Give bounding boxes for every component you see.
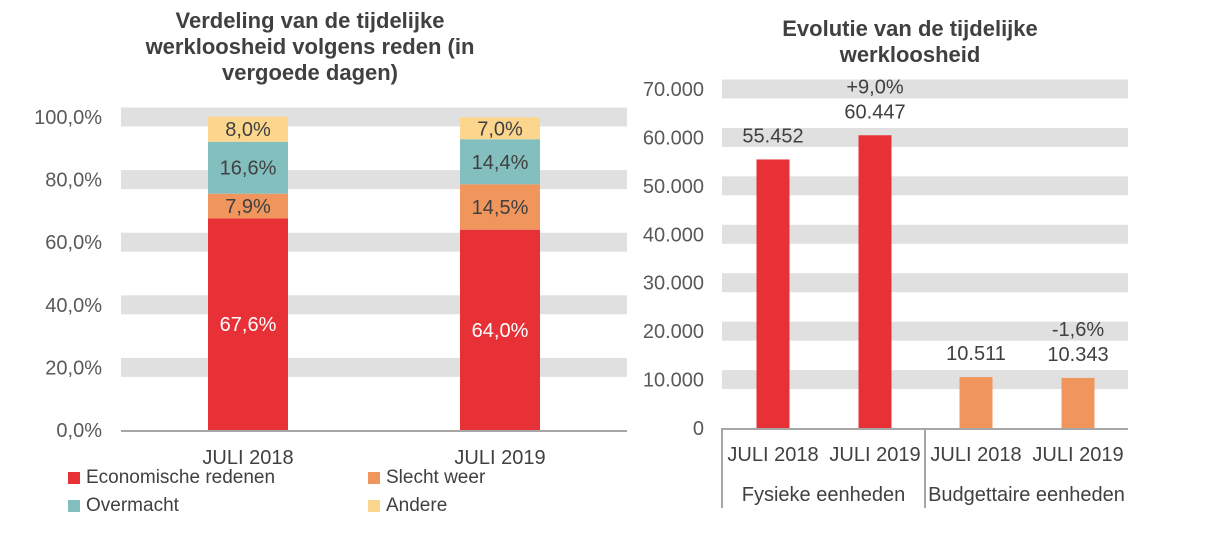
bar-segment xyxy=(460,229,540,430)
gridline xyxy=(722,370,1128,390)
change-label: +9,0% xyxy=(846,76,903,98)
x-tick-label: JULI 2019 xyxy=(829,444,920,466)
right-chart-title: Evolutie van de tijdelijke werkloosheid xyxy=(782,16,1038,67)
bar-segment xyxy=(460,117,540,140)
legend-swatch xyxy=(368,472,380,484)
left-chart-title: Verdeling van de tijdelijke werkloosheid… xyxy=(145,8,475,85)
gridline xyxy=(121,232,627,252)
bar-segment xyxy=(208,141,288,194)
legend-label: Andere xyxy=(386,495,448,516)
bar xyxy=(756,159,790,428)
legend-item-slecht-weer: Slecht weer xyxy=(368,467,485,489)
group-label: Fysieke eenheden xyxy=(742,484,905,506)
bar-segment xyxy=(208,193,288,219)
y-tick-label: 70.000 xyxy=(643,79,704,101)
legend-item-andere: Andere xyxy=(368,495,447,517)
data-label: 14,5% xyxy=(472,197,529,219)
left-chart: 0,0% 20,0% 40,0% 60,0% 80,0% 100,0% 67,6% 7,9% 1… xyxy=(34,107,627,469)
legend-item-overmacht: Overmacht xyxy=(68,495,179,517)
gridline xyxy=(722,127,1128,147)
data-label: 10.511 xyxy=(946,343,1006,365)
gridline xyxy=(121,107,627,127)
y-tick-label: 100,0% xyxy=(34,107,102,129)
bar-segment xyxy=(208,218,288,430)
change-label: -1,6% xyxy=(1052,319,1104,341)
gridline xyxy=(121,357,627,377)
bar xyxy=(1061,377,1095,428)
legend-label: Overmacht xyxy=(86,495,179,516)
x-tick-label: JULI 2019 xyxy=(454,447,545,469)
y-tick-label: 40.000 xyxy=(643,224,704,246)
data-label: 55.452 xyxy=(742,125,803,147)
legend-label: Slecht weer xyxy=(386,467,486,488)
data-label: 14,4% xyxy=(472,152,529,174)
gridline xyxy=(722,176,1128,196)
data-label: 16,6% xyxy=(220,158,277,180)
data-label: 7,9% xyxy=(225,196,271,218)
y-tick-label: 50.000 xyxy=(643,176,704,198)
data-label: 60.447 xyxy=(844,101,905,123)
gridline xyxy=(722,273,1128,293)
y-tick-label: 0 xyxy=(693,418,704,440)
legend-label: Economische redenen xyxy=(86,467,276,488)
legend-swatch xyxy=(368,500,380,512)
x-tick-label: JULI 2018 xyxy=(930,444,1021,466)
gridline xyxy=(121,295,627,315)
y-tick-label: 0,0% xyxy=(56,420,102,442)
y-tick-label: 30.000 xyxy=(643,273,704,295)
bar-segment xyxy=(460,184,540,230)
legend-swatch xyxy=(68,472,80,484)
right-chart: 0 10.000 20.000 30.000 40.000 50.000 60.000 70.… xyxy=(643,76,1128,508)
x-tick-label: JULI 2018 xyxy=(727,444,818,466)
legend-item-economische: Economische redenen xyxy=(68,467,275,489)
data-label: 67,6% xyxy=(220,314,277,336)
y-tick-label: 20.000 xyxy=(643,321,704,343)
x-tick-label: JULI 2018 xyxy=(202,447,293,469)
y-tick-label: 10.000 xyxy=(643,370,704,392)
data-label: 7,0% xyxy=(477,118,523,140)
x-tick-label: JULI 2019 xyxy=(1032,444,1123,466)
gridline xyxy=(722,321,1128,341)
bar-segment xyxy=(208,116,288,142)
y-tick-label: 60.000 xyxy=(643,127,704,149)
y-tick-label: 80,0% xyxy=(45,170,102,192)
gridline xyxy=(121,170,627,190)
gridline xyxy=(722,79,1128,99)
group-label: Budgettaire eenheden xyxy=(928,484,1125,506)
data-label: 64,0% xyxy=(472,320,529,342)
data-label: 10.343 xyxy=(1047,344,1108,366)
legend-swatch xyxy=(68,500,80,512)
bar-segment xyxy=(460,139,540,185)
y-tick-label: 60,0% xyxy=(45,232,102,254)
data-label: 8,0% xyxy=(225,119,271,141)
bar xyxy=(858,135,892,429)
bar xyxy=(959,377,993,428)
y-tick-label: 20,0% xyxy=(45,357,102,379)
gridline xyxy=(722,224,1128,244)
y-tick-label: 40,0% xyxy=(45,295,102,317)
